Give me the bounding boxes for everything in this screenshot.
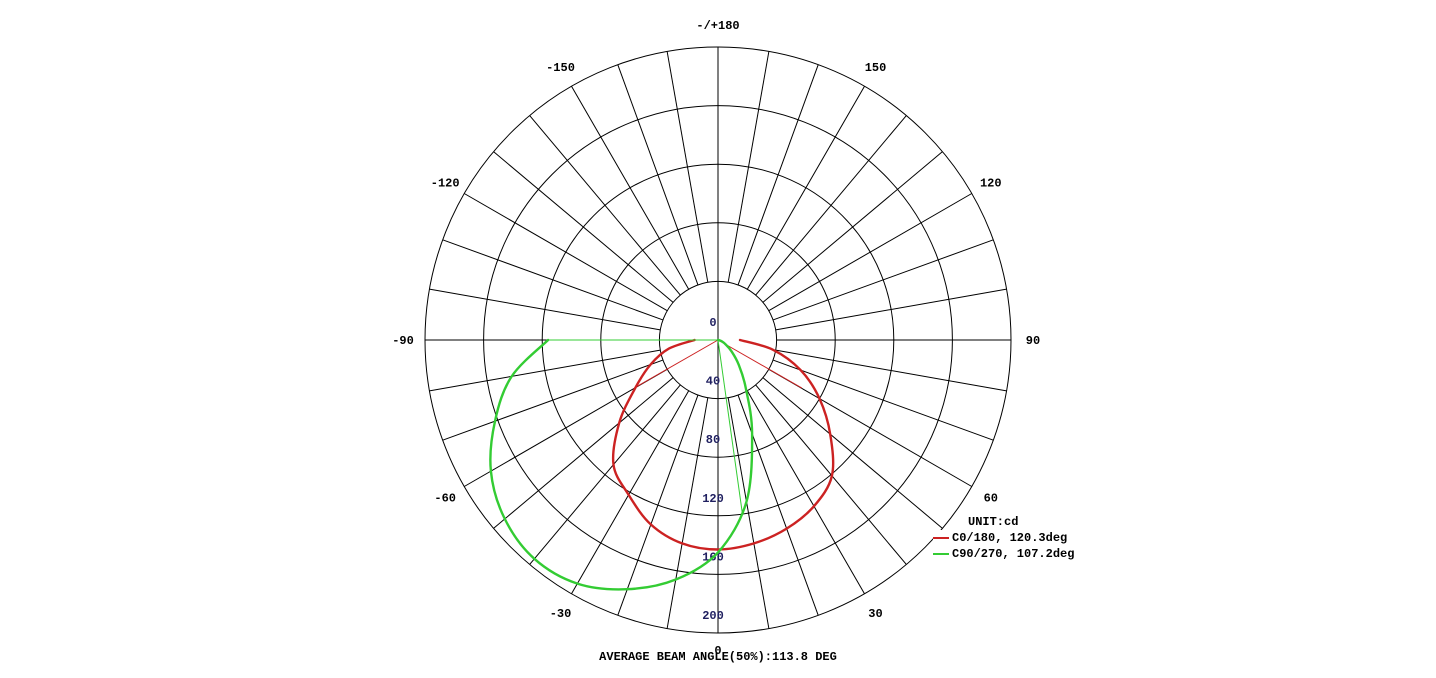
grid-spoke [772,359,994,441]
grid-spoke [529,115,681,296]
angle-label: -120 [431,177,460,191]
angle-label: 150 [865,61,887,75]
radial-tick-label: 40 [706,375,720,389]
average-beam-angle-label: AVERAGE BEAM ANGLE(50%):113.8 DEG [599,650,837,664]
angle-label: 60 [984,492,998,506]
intensity-curve-c90-270 [489,338,754,591]
radial-tick-label: 0 [709,316,716,330]
grid-spoke [768,368,972,487]
grid-spoke [762,377,943,529]
grid-spoke [666,397,709,629]
grid-spoke [493,151,674,303]
grid-spoke [727,397,770,629]
angle-label: 30 [868,607,882,621]
legend-line-swatch [933,553,949,555]
beam-edge-line-c0-180 [633,339,719,389]
radial-tick-label: 120 [702,492,724,506]
grid-spoke [737,64,819,286]
grid-spoke [429,288,661,331]
grid-spoke [529,384,681,565]
grid-spoke [762,151,943,303]
grid-spoke [746,86,865,290]
legend-entry-label: C0/180, 120.3deg [952,531,1068,545]
grid-spoke [775,288,1007,331]
grid-spoke [775,349,1007,392]
grid-spoke [746,390,865,594]
grid-spoke [429,349,661,392]
angle-label: -60 [434,492,456,506]
legend: UNIT:cd C0/180, 120.3deg C90/270, 107.2de… [933,514,1075,562]
angle-label: 90 [1026,334,1040,348]
grid-spoke [727,51,770,283]
legend-entry: C90/270, 107.2deg [933,546,1075,562]
beam-edge-line-c0-180 [717,339,803,389]
legend-entry: C0/180, 120.3deg [933,530,1075,546]
grid-spoke [442,359,664,441]
grid-spoke [571,390,690,594]
grid-spoke [617,394,699,616]
grid-spoke [666,51,709,283]
legend-unit-label: UNIT:cd [968,514,1019,530]
beam-edge-line-c90-270 [717,339,743,513]
grid-spoke [493,377,674,529]
angle-label: 0 [714,644,721,658]
angle-label: -150 [546,61,575,75]
legend-entry-label: C90/270, 107.2deg [952,547,1075,561]
angle-label: -/+180 [696,19,739,33]
grid-spoke [768,193,972,312]
grid-spoke [442,239,664,321]
grid-spoke [755,115,907,296]
grid-spoke [464,368,668,487]
intensity-curve-c0-180 [611,338,835,551]
grid-spoke [737,394,819,616]
grid-spoke [772,239,994,321]
angle-label: 120 [980,177,1002,191]
grid-spoke [617,64,699,286]
radial-tick-label: 80 [706,433,720,447]
legend-entries: C0/180, 120.3deg C90/270, 107.2deg [933,530,1075,562]
radial-tick-label: 200 [702,609,724,623]
angle-label: -30 [550,607,572,621]
grid-spoke [464,193,668,312]
legend-line-swatch [933,537,949,539]
angle-label: -90 [392,334,414,348]
grid-spoke [571,86,690,290]
